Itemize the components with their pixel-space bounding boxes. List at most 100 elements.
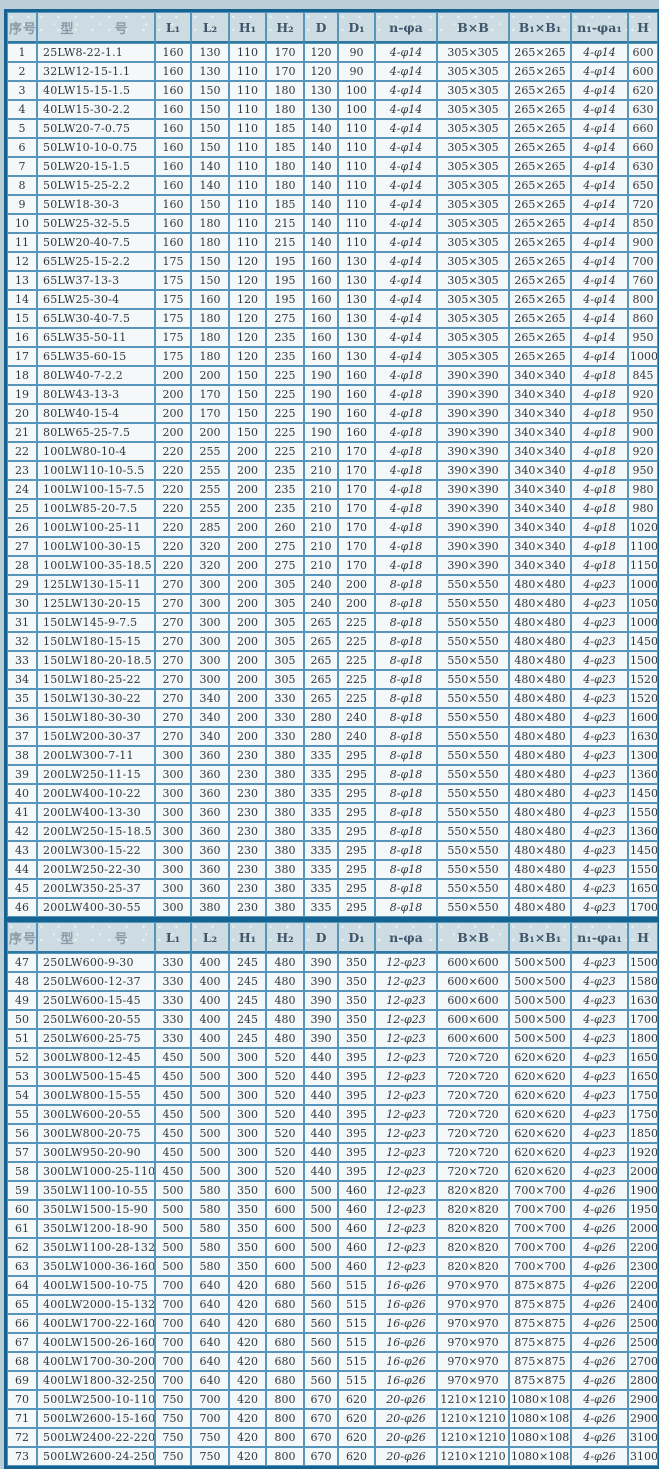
cell-n_phi_a: 12-φ23 (375, 1010, 437, 1029)
cell-d1: 515 (338, 1333, 375, 1352)
cell-b1xb1: 265×265 (509, 309, 571, 328)
cell-index: 60 (7, 1200, 37, 1219)
cell-l1: 330 (155, 972, 191, 991)
cell-b1xb1: 480×480 (509, 727, 571, 746)
cell-d: 210 (304, 461, 338, 480)
cell-n_phi_a: 12-φ23 (375, 1219, 437, 1238)
cell-n_phi_a: 8-φ18 (375, 860, 437, 879)
cell-model: 250LW600-9-30 (37, 953, 155, 972)
cell-model: 150LW180-15-15 (37, 632, 155, 651)
cell-h1: 200 (229, 499, 266, 518)
cell-n_phi_a: 4-φ18 (375, 480, 437, 499)
cell-d: 120 (304, 62, 338, 81)
cell-d1: 110 (338, 157, 375, 176)
cell-d1: 295 (338, 898, 375, 917)
cell-d: 160 (304, 252, 338, 271)
table-row: 22 100LW80-10-4 220 255 200 225 210 170 4-φ18 390… (7, 442, 658, 461)
cell-n_phi_a: 8-φ18 (375, 803, 437, 822)
cell-d: 120 (304, 43, 338, 62)
cell-n1_phi_a1: 4-φ14 (571, 119, 628, 138)
cell-b1xb1: 265×265 (509, 347, 571, 366)
cell-index: 8 (7, 176, 37, 195)
cell-l1: 175 (155, 328, 191, 347)
column-header-l2: L₂ (191, 12, 229, 43)
cell-d1: 225 (338, 689, 375, 708)
cell-bxb: 720×720 (437, 1048, 509, 1067)
cell-h: 1000 (628, 613, 658, 632)
cell-b1xb1: 340×340 (509, 556, 571, 575)
cell-d: 335 (304, 879, 338, 898)
cell-l2: 360 (191, 746, 229, 765)
cell-model: 250LW600-12-37 (37, 972, 155, 991)
cell-index: 12 (7, 252, 37, 271)
table-row: 53 300LW500-15-45 450 500 300 520 440 395 12-φ23… (7, 1067, 658, 1086)
column-header-model: 型 号 (37, 12, 155, 43)
cell-h1: 420 (229, 1447, 266, 1466)
cell-h2: 180 (266, 81, 304, 100)
cell-d1: 100 (338, 100, 375, 119)
table-row: 23 100LW110-10-5.5 220 255 200 235 210 170 4-φ18… (7, 461, 658, 480)
cell-d1: 395 (338, 1048, 375, 1067)
cell-l1: 175 (155, 309, 191, 328)
cell-h1: 350 (229, 1200, 266, 1219)
cell-d1: 170 (338, 480, 375, 499)
cell-h: 1450 (628, 632, 658, 651)
cell-index: 18 (7, 366, 37, 385)
cell-d1: 460 (338, 1181, 375, 1200)
cell-h: 660 (628, 119, 658, 138)
cell-l1: 330 (155, 953, 191, 972)
cell-n_phi_a: 4-φ18 (375, 556, 437, 575)
cell-h2: 225 (266, 404, 304, 423)
cell-n1_phi_a1: 4-φ23 (571, 1124, 628, 1143)
cell-h: 1100 (628, 537, 658, 556)
cell-h: 1800 (628, 1029, 658, 1048)
cell-n_phi_a: 4-φ18 (375, 518, 437, 537)
cell-b1xb1: 480×480 (509, 822, 571, 841)
cell-l1: 220 (155, 518, 191, 537)
cell-l1: 500 (155, 1257, 191, 1276)
table-row: 29 125LW130-15-11 270 300 200 305 240 200 8-φ18 5… (7, 575, 658, 594)
table-row: 62 350LW1100-28-132 500 580 350 600 500 460 12-φ… (7, 1238, 658, 1257)
cell-l1: 160 (155, 233, 191, 252)
cell-model: 300LW950-20-90 (37, 1143, 155, 1162)
table-row: 6 50LW10-10-0.75 160 150 110 185 140 110 4-φ14 30… (7, 138, 658, 157)
cell-l1: 450 (155, 1105, 191, 1124)
cell-h1: 150 (229, 423, 266, 442)
cell-h: 2900 (628, 1409, 658, 1428)
cell-h2: 800 (266, 1428, 304, 1447)
cell-h1: 230 (229, 803, 266, 822)
cell-bxb: 390×390 (437, 366, 509, 385)
cell-d: 280 (304, 727, 338, 746)
cell-h1: 110 (229, 214, 266, 233)
cell-h: 2200 (628, 1238, 658, 1257)
cell-n1_phi_a1: 4-φ26 (571, 1200, 628, 1219)
cell-d1: 100 (338, 81, 375, 100)
cell-bxb: 720×720 (437, 1067, 509, 1086)
cell-b1xb1: 875×875 (509, 1295, 571, 1314)
cell-h2: 680 (266, 1295, 304, 1314)
cell-d: 440 (304, 1105, 338, 1124)
cell-index: 16 (7, 328, 37, 347)
cell-d1: 350 (338, 1029, 375, 1048)
cell-h1: 200 (229, 556, 266, 575)
cell-b1xb1: 700×700 (509, 1257, 571, 1276)
cell-d: 140 (304, 138, 338, 157)
cell-l1: 220 (155, 480, 191, 499)
cell-n_phi_a: 8-φ18 (375, 746, 437, 765)
cell-d: 670 (304, 1390, 338, 1409)
cell-l2: 700 (191, 1390, 229, 1409)
cell-d1: 295 (338, 879, 375, 898)
cell-bxb: 305×305 (437, 176, 509, 195)
cell-n1_phi_a1: 4-φ23 (571, 670, 628, 689)
table-row: 5 50LW20-7-0.75 160 150 110 185 140 110 4-φ14 305… (7, 119, 658, 138)
cell-bxb: 390×390 (437, 499, 509, 518)
cell-l2: 300 (191, 651, 229, 670)
cell-l2: 340 (191, 727, 229, 746)
cell-l2: 640 (191, 1314, 229, 1333)
cell-n_phi_a: 4-φ18 (375, 537, 437, 556)
cell-d: 190 (304, 366, 338, 385)
cell-index: 58 (7, 1162, 37, 1181)
cell-d: 160 (304, 328, 338, 347)
cell-d: 560 (304, 1333, 338, 1352)
